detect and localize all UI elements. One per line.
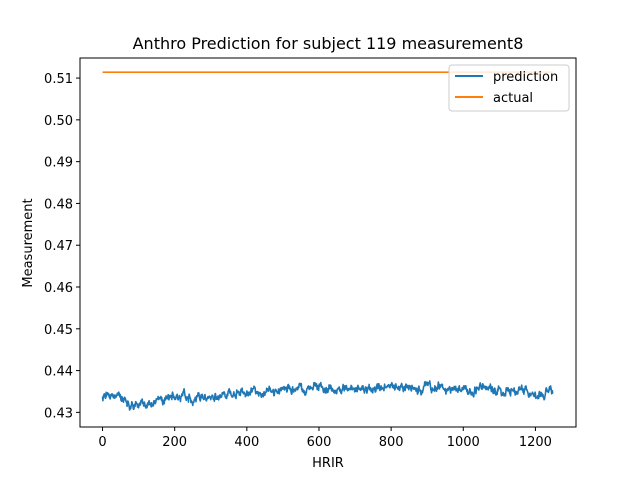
y-tick-label: 0.48 [44,197,73,212]
y-tick-label: 0.44 [44,365,73,380]
x-axis-label: HRIR [312,456,344,471]
plot-area [79,57,577,428]
x-tick-label: 800 [379,435,404,450]
x-tick-label: 1000 [447,435,480,450]
y-tick-label: 0.50 [44,114,73,129]
y-tick-label: 0.46 [44,281,73,296]
x-tick-label: 600 [307,435,332,450]
x-tick-label: 1200 [519,435,552,450]
y-tick-label: 0.43 [44,406,73,421]
legend-label-actual: actual [493,91,533,106]
y-tick-label: 0.47 [44,239,73,254]
chart-title: Anthro Prediction for subject 119 measur… [133,34,524,53]
legend-label-prediction: prediction [493,70,558,85]
y-tick-label: 0.45 [44,323,73,338]
x-tick-label: 400 [234,435,259,450]
plot-background [80,58,576,427]
x-tick-label: 200 [162,435,187,450]
y-tick-label: 0.51 [44,72,73,87]
x-axis: 0 200 400 600 800 1000 1200 [98,427,552,450]
plot-frame [79,57,577,428]
y-axis-label: Measurement [21,198,36,287]
legend: prediction actual [448,64,570,112]
y-tick-label: 0.49 [44,156,73,171]
series-line-prediction [101,380,554,411]
y-axis: 0.43 0.44 0.45 0.46 0.47 0.48 0.49 0.50 0.51 [44,72,80,421]
x-tick-label: 0 [98,435,106,450]
